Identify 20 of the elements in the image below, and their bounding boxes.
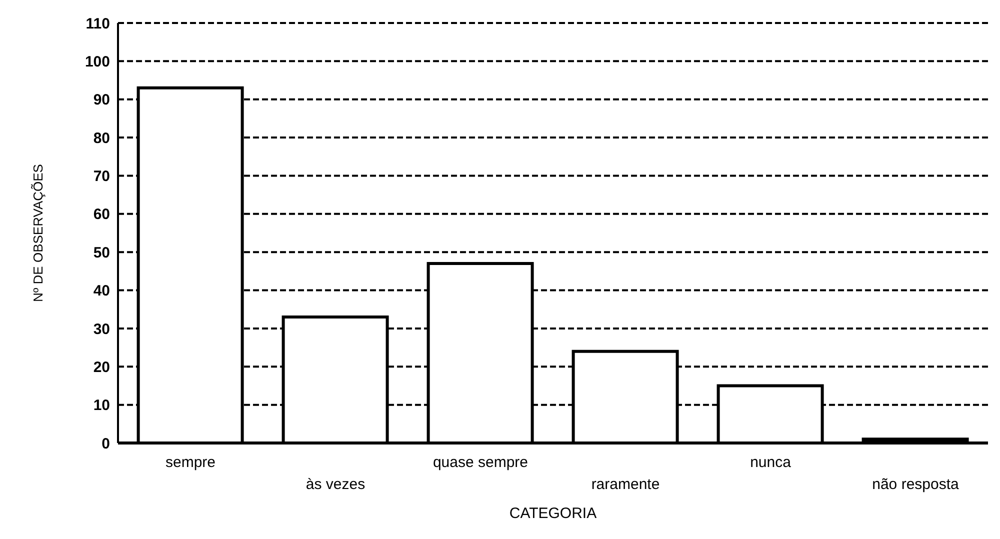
x-tick-label: nunca — [750, 454, 792, 471]
y-axis-title: Nº DE OBSERVAÇÕES — [30, 164, 46, 302]
y-tick-label: 100 — [84, 54, 110, 71]
x-tick-label: quase sempre — [432, 454, 528, 471]
y-tick-label: 90 — [93, 92, 110, 109]
y-tick-label: 70 — [93, 168, 110, 186]
y-tick-label: 80 — [93, 130, 110, 147]
y-tick-label: 40 — [93, 282, 110, 300]
x-axis-title: CATEGORIA — [509, 505, 597, 522]
x-tick-label: não resposta — [872, 476, 960, 493]
y-tick-label: 50 — [93, 244, 110, 262]
y-tick-label: 60 — [93, 206, 110, 224]
x-tick-label: às vezes — [306, 476, 366, 493]
y-tick-label: 10 — [93, 397, 110, 414]
x-tick-label: sempre — [165, 454, 216, 471]
y-tick-label: 0 — [102, 435, 110, 452]
y-tick-label: 20 — [93, 358, 110, 376]
x-tick-label: raramente — [591, 476, 660, 493]
y-tick-label: 30 — [93, 320, 110, 338]
y-tick-label: 110 — [86, 15, 110, 32]
